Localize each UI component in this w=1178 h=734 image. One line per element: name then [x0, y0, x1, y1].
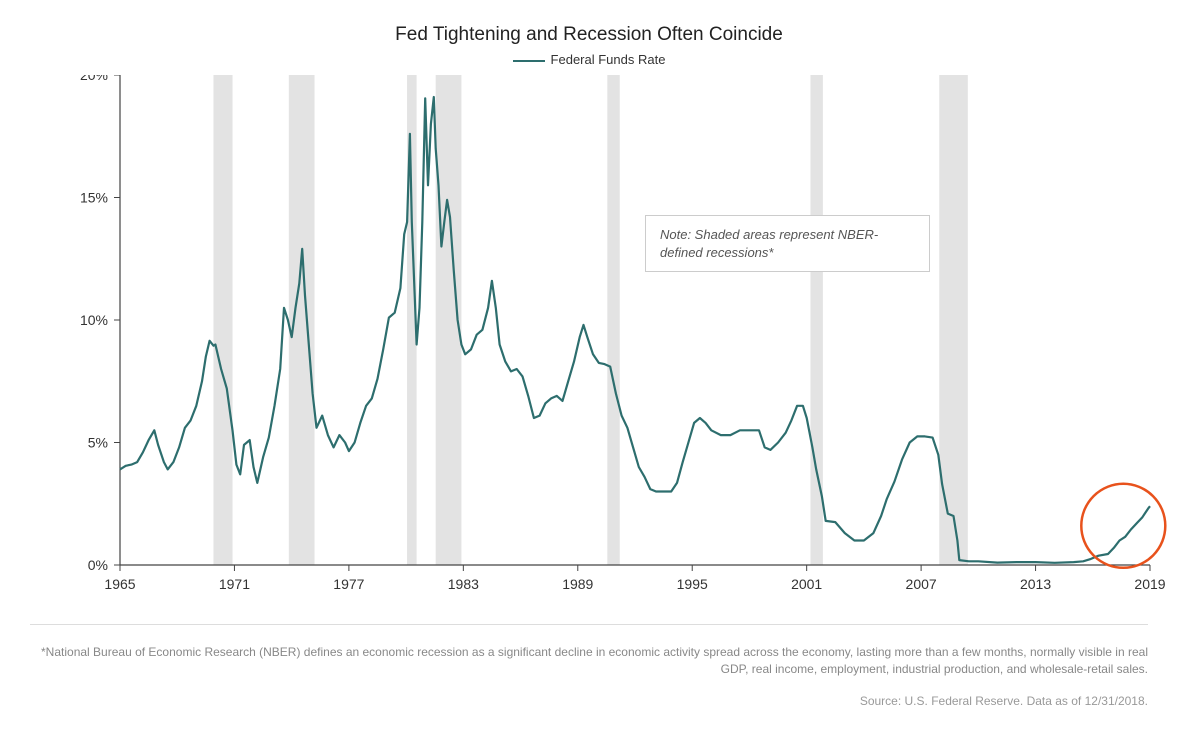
- annotation-note: Note: Shaded areas represent NBER-define…: [645, 215, 930, 272]
- y-tick-label: 0%: [88, 557, 108, 573]
- chart-title: Fed Tightening and Recession Often Coinc…: [30, 24, 1148, 46]
- x-tick-label: 1965: [104, 576, 135, 592]
- recession-band: [289, 75, 315, 565]
- x-tick-label: 1983: [448, 576, 479, 592]
- x-tick-label: 1995: [677, 576, 708, 592]
- x-tick-label: 1989: [562, 576, 593, 592]
- fed-funds-line: [120, 97, 1150, 563]
- highlight-circle: [1081, 484, 1165, 568]
- y-tick-label: 5%: [88, 435, 108, 451]
- x-tick-label: 2013: [1020, 576, 1051, 592]
- x-tick-label: 2019: [1134, 576, 1165, 592]
- x-tick-label: 1971: [219, 576, 250, 592]
- source-label: Source: U.S. Federal Reserve. Data as of…: [860, 694, 1148, 708]
- line-chart: 0% 5% 10% 15% 20% 1965 1971 1977 1983 1989 1995 200…: [30, 75, 1170, 605]
- x-tick-label: 2007: [906, 576, 937, 592]
- chart-area: 0% 5% 10% 15% 20% 1965 1971 1977 1983 1989 1995 200…: [30, 75, 1148, 605]
- y-tick-label: 10%: [80, 312, 108, 328]
- x-tick-label: 1977: [333, 576, 364, 592]
- x-tick-label: 2001: [791, 576, 822, 592]
- divider: [30, 624, 1148, 625]
- recession-band: [213, 75, 232, 565]
- legend: Federal Funds Rate: [30, 52, 1148, 67]
- legend-label: Federal Funds Rate: [551, 52, 666, 67]
- legend-swatch: [513, 60, 545, 62]
- footnote: *National Bureau of Economic Research (N…: [30, 644, 1148, 679]
- y-tick-label: 15%: [80, 190, 108, 206]
- y-tick-label: 20%: [80, 75, 108, 83]
- recession-band: [607, 75, 619, 565]
